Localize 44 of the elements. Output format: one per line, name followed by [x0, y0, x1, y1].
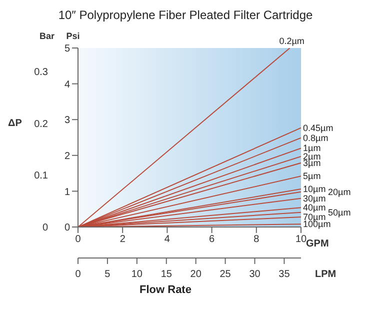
y2-tick-label: 0: [42, 222, 48, 234]
x-tick-label: 0: [75, 234, 82, 246]
x2-axis-title: LPM: [315, 269, 336, 280]
series-label: 0.8µm: [303, 132, 328, 143]
y-tick-label: 5: [64, 44, 70, 55]
x-tick-label: 6: [209, 234, 216, 246]
y-axis-title: Psi: [66, 31, 80, 41]
series-label: 70µm: [303, 212, 326, 222]
y-tick-label: 4: [64, 79, 70, 90]
y-tick-label: 2: [64, 150, 70, 162]
x-axis-title: GPM: [306, 238, 329, 250]
chart-title: 10″ Polypropylene Fiber Pleated Filter Cartridge: [57, 8, 314, 22]
series-label: 2µm: [303, 151, 321, 162]
x2-tick-label: 5: [104, 269, 111, 280]
x-tick-label: 10: [295, 234, 307, 246]
y-tick-label: 3: [64, 115, 70, 126]
x-tick-label: 8: [254, 234, 260, 246]
x2-tick-label: 30: [249, 269, 261, 280]
series-label: 10µm: [303, 184, 326, 194]
text: Flow Rate: [138, 284, 192, 296]
series-label: 40µm: [303, 202, 326, 213]
y2-tick-label: 0.2: [34, 118, 48, 130]
y-tick-label: 0: [64, 222, 70, 234]
series-label: 0.2µm: [279, 36, 304, 46]
text: ΔP: [8, 118, 22, 129]
y-tick-label: 1: [64, 186, 70, 198]
x2-tick-label: 10: [131, 269, 143, 280]
x2-tick-label: 0: [75, 269, 82, 280]
y2-axis-title: Bar: [39, 31, 55, 41]
series-label: 30µm: [303, 193, 326, 204]
y2-tick-label: 0.1: [34, 170, 48, 182]
text: 50µm: [328, 207, 351, 218]
series-label: 1µm: [303, 143, 321, 154]
x-tick-label: 2: [120, 234, 126, 246]
series-label: 0.45µm: [303, 122, 334, 133]
x2-tick-label: 35: [278, 269, 290, 280]
x2-tick-label: 20: [190, 269, 202, 280]
x-tick-label: 4: [164, 234, 170, 246]
text: 20µm: [328, 186, 351, 197]
x2-tick-label: 25: [220, 269, 232, 280]
x2-tick-label: 15: [160, 269, 172, 280]
series-label: 100µm: [303, 219, 331, 230]
series-label: 5µm: [303, 171, 321, 182]
y2-tick-label: 0.3: [34, 66, 48, 78]
